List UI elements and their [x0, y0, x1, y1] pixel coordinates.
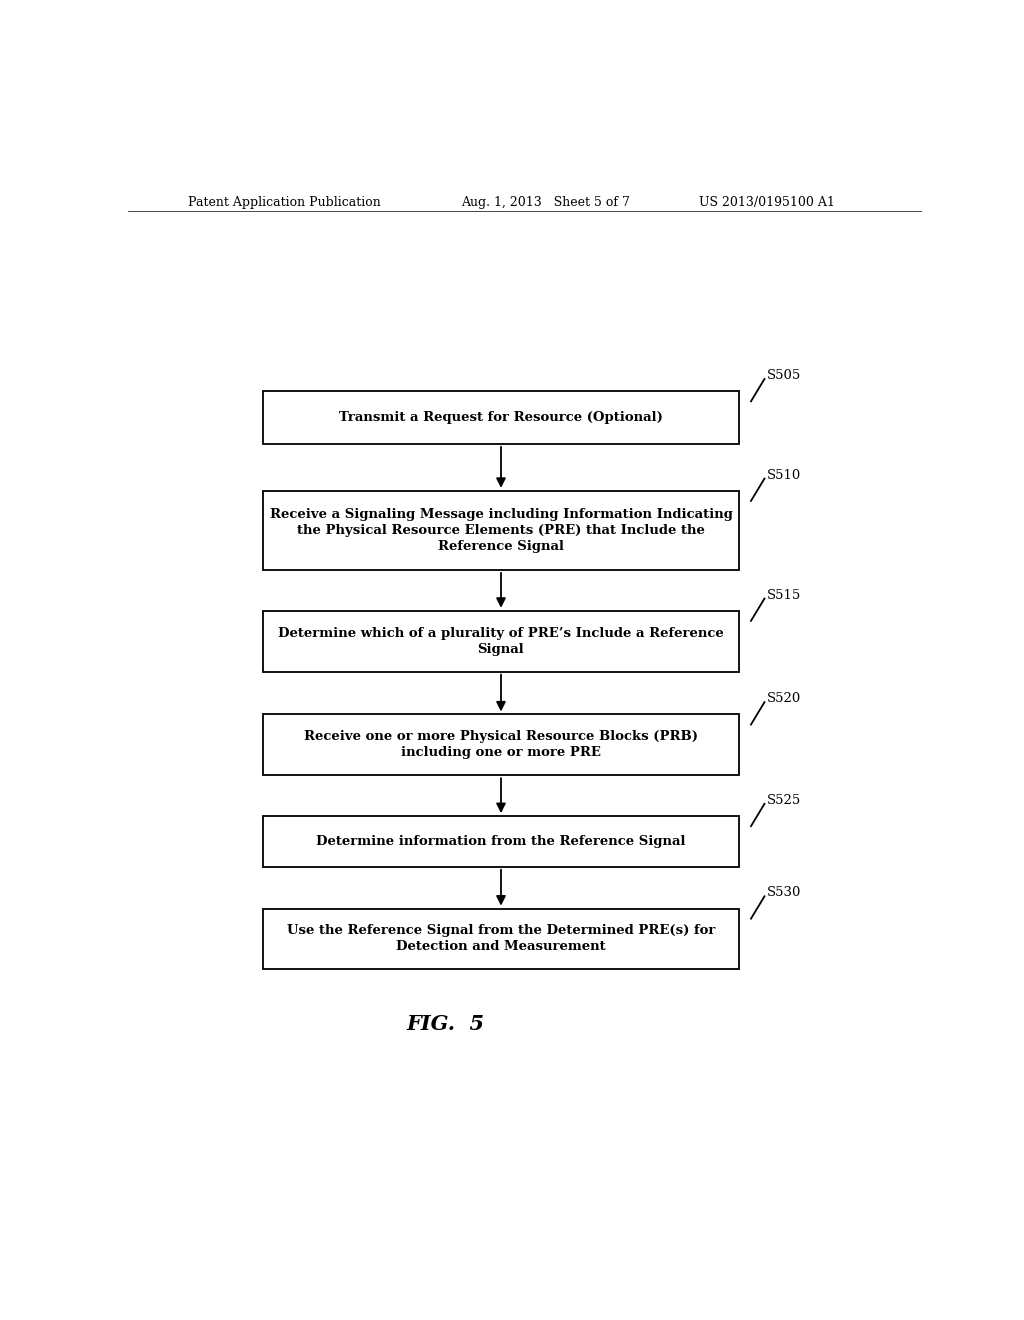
Text: S530: S530 — [767, 886, 801, 899]
Text: FIG.  5: FIG. 5 — [407, 1014, 484, 1035]
Text: S505: S505 — [767, 370, 801, 381]
Text: Transmit a Request for Resource (Optional): Transmit a Request for Resource (Optiona… — [339, 411, 663, 424]
Text: Receive a Signaling Message including Information Indicating
the Physical Resour: Receive a Signaling Message including In… — [269, 508, 732, 553]
Text: Receive one or more Physical Resource Blocks (PRB)
including one or more PRE: Receive one or more Physical Resource Bl… — [304, 730, 698, 759]
Text: Aug. 1, 2013   Sheet 5 of 7: Aug. 1, 2013 Sheet 5 of 7 — [461, 195, 630, 209]
Text: Determine which of a plurality of PRE’s Include a Reference
Signal: Determine which of a plurality of PRE’s … — [279, 627, 724, 656]
FancyBboxPatch shape — [263, 611, 739, 672]
Text: S515: S515 — [767, 589, 801, 602]
Text: US 2013/0195100 A1: US 2013/0195100 A1 — [699, 195, 836, 209]
FancyBboxPatch shape — [263, 816, 739, 867]
FancyBboxPatch shape — [263, 491, 739, 570]
Text: S525: S525 — [767, 793, 801, 807]
Text: Determine information from the Reference Signal: Determine information from the Reference… — [316, 836, 686, 847]
Text: Use the Reference Signal from the Determined PRE(s) for
Detection and Measuremen: Use the Reference Signal from the Determ… — [287, 924, 715, 953]
FancyBboxPatch shape — [263, 908, 739, 969]
Text: S510: S510 — [767, 469, 801, 482]
Text: S520: S520 — [767, 692, 801, 705]
FancyBboxPatch shape — [263, 714, 739, 775]
Text: Patent Application Publication: Patent Application Publication — [187, 195, 380, 209]
FancyBboxPatch shape — [263, 391, 739, 444]
